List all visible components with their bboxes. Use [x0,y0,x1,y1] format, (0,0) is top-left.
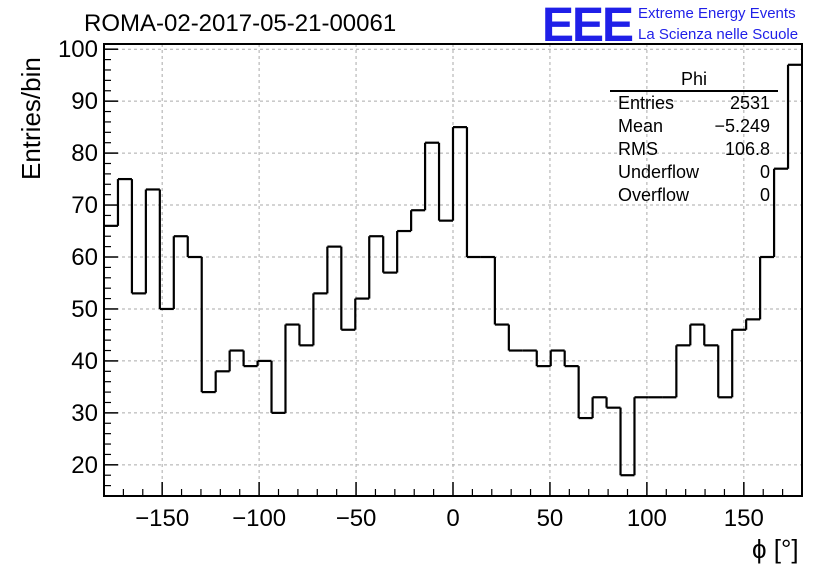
brand-line-1: Extreme Energy Events [638,5,796,22]
y-tick-label: 20 [71,452,98,479]
x-tick-label: 50 [537,505,564,532]
y-axis-label: Entries/bin [16,57,46,180]
brand-line-2: La Scienza nelle Scuole [638,26,799,43]
stats-value: 0 [759,185,770,205]
y-tick-label: 40 [71,348,98,375]
stats-label: Mean [618,116,664,136]
axis-ticks [104,48,784,496]
stats-row-rms: RMS 106.8 [610,138,778,161]
stats-title: Phi [610,68,778,92]
axis-tick-labels: −150 −100 −50 0 50 100 150 20 30 40 50 60 70 80 90 100 [58,36,764,532]
stats-value: 106.8 [724,139,770,159]
y-tick-label: 70 [71,192,98,219]
stats-value: −5.249 [714,116,770,136]
stats-row-underflow: Underflow 0 [610,161,778,184]
stats-label: Underflow [618,162,700,182]
stats-label: Entries [618,93,675,113]
stats-row-mean: Mean −5.249 [610,115,778,138]
x-tick-label: 100 [627,505,667,532]
x-tick-label: −100 [232,505,286,532]
x-tick-label: 0 [446,505,459,532]
y-tick-label: 60 [71,244,98,271]
chart-title: ROMA-02-2017-05-21-00061 [84,10,397,37]
y-tick-label: 80 [71,140,98,167]
x-tick-label: −150 [135,505,189,532]
histogram-series [104,63,802,477]
y-tick-label: 30 [71,400,98,427]
y-tick-label: 90 [71,88,98,115]
plot-frame [103,43,803,497]
x-axis-label: ϕ [°] [752,534,799,564]
eee-logo: EEE [542,0,634,52]
x-tick-label: 150 [724,505,764,532]
stats-label: RMS [618,139,658,159]
y-tick-label: 50 [71,296,98,323]
stats-label: Overflow [618,185,690,205]
stats-row-overflow: Overflow 0 [610,184,778,207]
stats-row-entries: Entries 2531 [610,92,778,115]
stats-value: 0 [759,162,770,182]
y-tick-label: 100 [58,36,98,63]
stats-box: Phi Entries 2531 Mean −5.249 RMS 106.8 U… [610,68,778,207]
x-tick-label: −50 [336,505,377,532]
stats-value: 2531 [729,93,770,113]
